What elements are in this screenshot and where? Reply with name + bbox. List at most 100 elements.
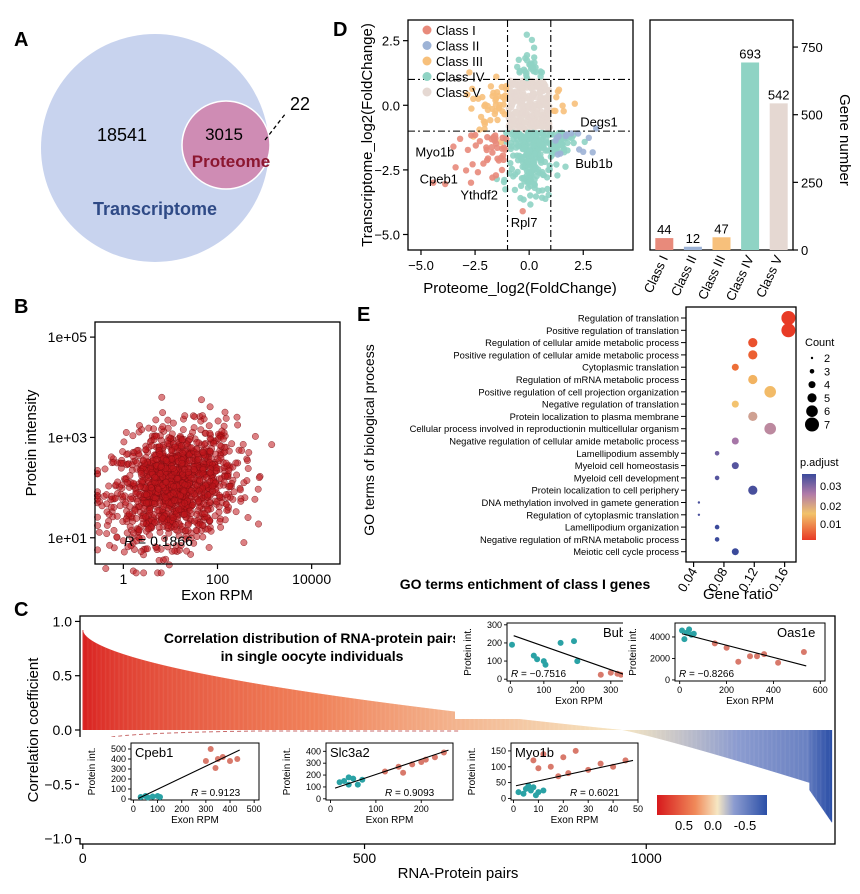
bar-c-bar: [294, 689, 296, 730]
scatter-d-point: [562, 163, 569, 170]
bar-c-bar: [269, 685, 271, 730]
bar-c-bar: [657, 730, 659, 739]
bar-c-bar: [392, 703, 394, 730]
bar-c-bar: [292, 689, 294, 730]
bar-c-bar: [181, 669, 183, 730]
scatter-d-point: [554, 172, 561, 179]
inset-point-red: [418, 759, 425, 765]
bar-c-bar: [355, 698, 357, 730]
bar-c-bar: [407, 705, 409, 730]
bar-d-category-label: Class IV: [723, 253, 757, 304]
bar-c-bar: [367, 700, 369, 730]
scatter-d-legend-marker: [422, 56, 432, 66]
inset-point-teal: [535, 789, 542, 796]
bar-c-bar: [240, 681, 242, 730]
scatter-b-point: [126, 495, 134, 503]
bar-c-bar: [777, 730, 779, 774]
bar-c-bar: [490, 715, 492, 730]
bar-c-bar: [418, 707, 420, 730]
scatter-b-point: [187, 487, 195, 495]
bar-c-bar: [740, 730, 742, 763]
bar-c-bar: [399, 704, 401, 730]
inset-ytick-label: 100: [306, 782, 321, 792]
bar-c-bar: [102, 646, 104, 730]
bar-c-bar: [335, 696, 337, 730]
bar-c-bar: [387, 703, 389, 730]
bar-c-bar: [368, 700, 370, 730]
bar-c-bar: [203, 673, 204, 730]
bar-c-bar: [526, 719, 528, 730]
bar-c-bar: [751, 730, 753, 766]
bar-c-bar: [701, 730, 703, 751]
bar-c-bar: [644, 730, 646, 736]
bar-c-bar: [553, 722, 555, 730]
bar-c-bar: [664, 730, 665, 741]
bar-d-bar: [712, 237, 731, 250]
inset-ytick-label: 300: [487, 620, 502, 630]
scatter-b-point: [191, 413, 199, 421]
inset-xtick-label: 400: [223, 804, 238, 814]
bar-c-bar: [718, 730, 720, 756]
bar-c-bar: [232, 679, 234, 730]
bar-d-category-label: Class V: [753, 253, 786, 300]
bar-c-bar: [461, 712, 462, 730]
bar-c-bar: [700, 730, 702, 751]
bar-c-bar: [439, 709, 441, 730]
bar-c-bar: [777, 730, 779, 774]
bar-c-bar: [82, 630, 84, 730]
bar-c-bar: [454, 711, 456, 730]
bar-c-bar: [446, 710, 448, 730]
bar-c-bar: [183, 669, 185, 730]
bar-c-bar: [256, 683, 257, 730]
bar-c-bar: [549, 722, 551, 730]
bar-c-bar: [188, 670, 190, 730]
bar-c-bar: [793, 730, 794, 778]
bar-c-bar: [346, 697, 348, 730]
dot-e-term-label: Lamellipodium assembly: [576, 448, 679, 459]
scatter-d-point: [528, 36, 536, 44]
bar-c-bar: [694, 730, 696, 749]
bar-c-bar: [564, 724, 566, 730]
scatter-b-point: [221, 472, 229, 480]
bar-d-value-label: 693: [739, 46, 761, 61]
bar-c-bar: [524, 719, 526, 730]
bar-c-bar: [565, 724, 567, 730]
scatter-b-point: [156, 528, 164, 536]
scatter-d-point: [564, 139, 571, 147]
scatter-b-point: [131, 507, 139, 514]
scatter-d-point: [529, 91, 537, 98]
bar-c-bar: [626, 730, 628, 732]
inset-point-teal: [341, 778, 348, 784]
bar-c-bar: [603, 728, 604, 730]
inset-point-teal: [534, 656, 541, 663]
scatter-b-point: [94, 495, 101, 503]
bar-c-bar: [473, 713, 475, 730]
bar-c-bar: [187, 670, 189, 730]
bar-c-bar: [342, 697, 344, 730]
bar-c-bar: [391, 703, 393, 730]
bar-c-bar: [734, 730, 736, 761]
inset-xtick-label: 0: [508, 685, 513, 695]
scatter-b-point: [137, 548, 145, 555]
scatter-d-point: [468, 105, 475, 112]
bar-c-bar: [294, 689, 296, 730]
bar-c-bar: [123, 654, 125, 730]
bar-c-bar: [349, 697, 350, 730]
inset-point-teal: [530, 784, 537, 791]
bar-c-bar: [778, 730, 780, 774]
scatter-d-point: [518, 175, 526, 182]
bar-c-bar: [724, 730, 726, 758]
bar-c-bar: [556, 723, 558, 730]
bar-c-bar: [343, 697, 345, 730]
bar-c-bar: [715, 730, 717, 755]
bar-c-bar: [780, 730, 782, 775]
bar-c-bar: [327, 694, 328, 730]
bar-c-bar: [382, 702, 384, 730]
scatter-d-ytick-label: 0.0: [382, 98, 400, 113]
scatter-d-point: [523, 57, 531, 64]
bar-c-bar: [290, 689, 292, 730]
bar-c-bar: [164, 665, 166, 730]
bar-c-bar: [686, 730, 688, 747]
scatter-b-point: [164, 543, 172, 551]
bar-c-bar: [408, 705, 410, 730]
